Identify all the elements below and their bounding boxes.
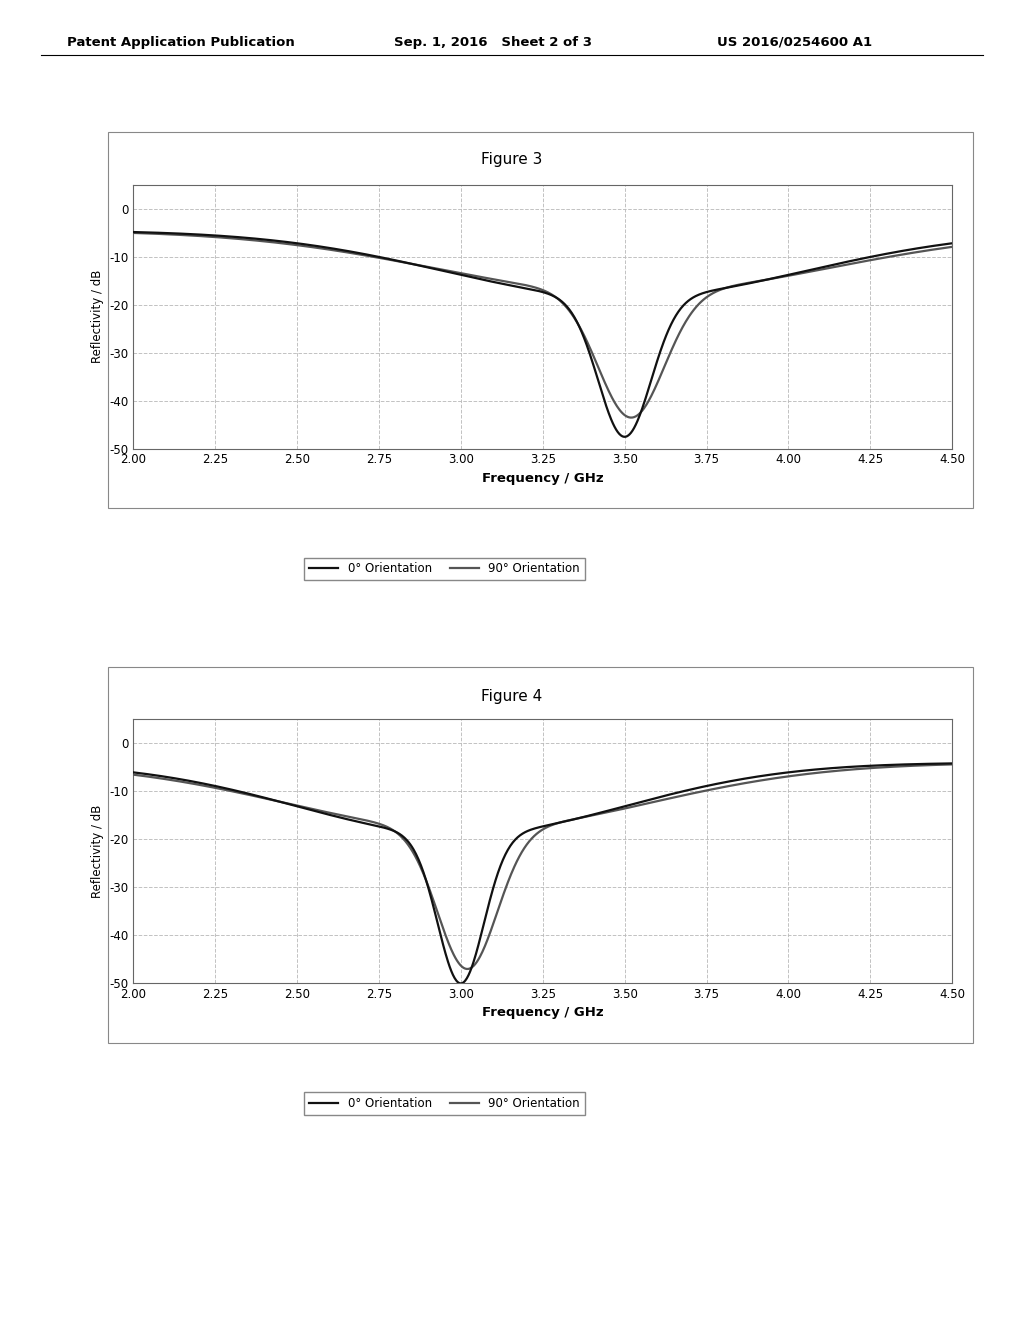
Y-axis label: Reflectivity / dB: Reflectivity / dB: [91, 271, 104, 363]
Text: Figure 3: Figure 3: [481, 152, 543, 166]
X-axis label: Frequency / GHz: Frequency / GHz: [482, 471, 603, 484]
Text: Sep. 1, 2016   Sheet 2 of 3: Sep. 1, 2016 Sheet 2 of 3: [394, 36, 592, 49]
Legend: 0° Orientation, 90° Orientation: 0° Orientation, 90° Orientation: [304, 558, 585, 581]
Y-axis label: Reflectivity / dB: Reflectivity / dB: [91, 805, 104, 898]
X-axis label: Frequency / GHz: Frequency / GHz: [482, 1006, 603, 1019]
Text: Figure 4: Figure 4: [481, 689, 543, 704]
Text: US 2016/0254600 A1: US 2016/0254600 A1: [717, 36, 871, 49]
Text: Patent Application Publication: Patent Application Publication: [67, 36, 294, 49]
Legend: 0° Orientation, 90° Orientation: 0° Orientation, 90° Orientation: [304, 1093, 585, 1115]
